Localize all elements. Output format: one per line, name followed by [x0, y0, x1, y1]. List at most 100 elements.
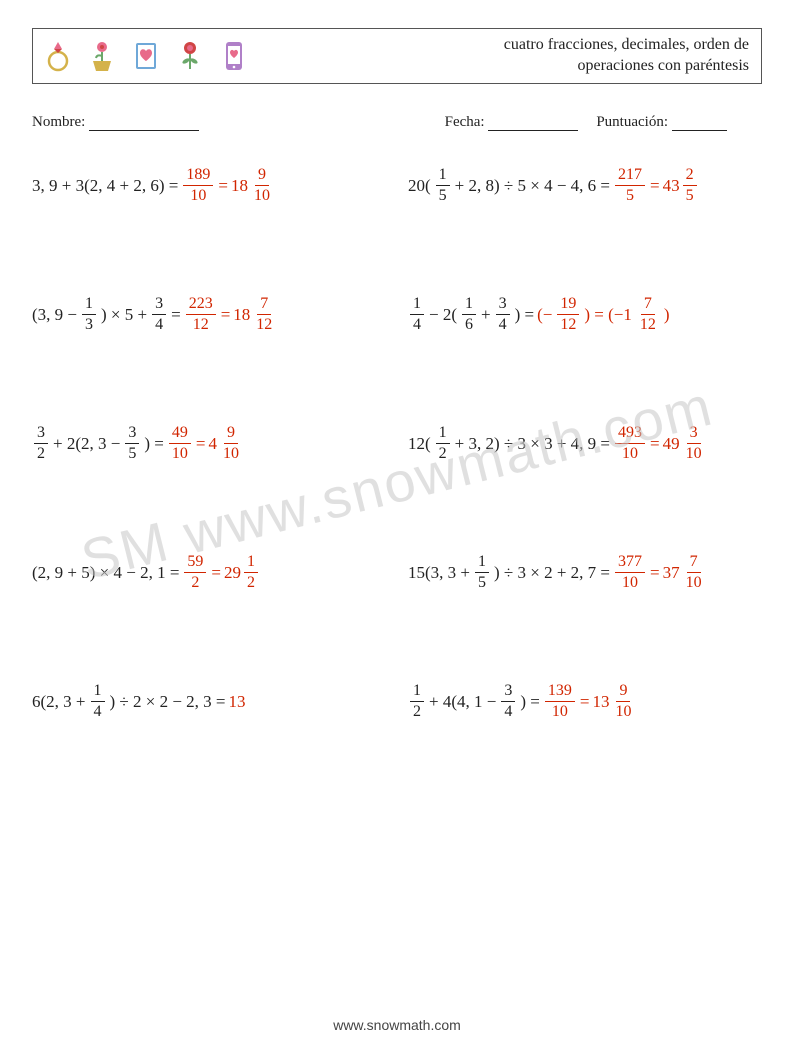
text-part: 13 [229, 693, 246, 710]
fraction: 13 [82, 296, 96, 333]
fraction: 4910 [169, 425, 191, 462]
text-part: + 2(2, 3 − [53, 435, 120, 452]
fraction: 1912 [557, 296, 579, 333]
text-part: 3, 9 + 3(2, 4 + 2, 6) = [32, 177, 178, 194]
fraction: 15 [436, 167, 450, 204]
ring-icon [41, 39, 75, 73]
mixed-number: 18712 [233, 296, 277, 333]
fraction: 14 [410, 296, 424, 333]
love-book-icon [129, 39, 163, 73]
fraction: 15 [475, 554, 489, 591]
meta-date: Fecha: [445, 114, 579, 131]
fraction: 712 [637, 296, 659, 333]
fraction: 710 [683, 554, 705, 591]
text-part: = [218, 177, 228, 194]
fraction: 910 [612, 683, 634, 720]
score-blank [672, 116, 727, 131]
title-line1: cuatro fracciones, decimales, orden de [251, 35, 749, 56]
text-part: 6(2, 3 + [32, 693, 86, 710]
text-part: = [650, 177, 660, 194]
text-part: ) ÷ 2 × 2 − 2, 3 = [110, 693, 226, 710]
icons-row [41, 39, 251, 73]
problem-1: 3, 9 + 3(2, 4 + 2, 6) = 18910 = 18910 [32, 167, 386, 204]
worksheet-page: cuatro fracciones, decimales, orden de o… [0, 0, 794, 1053]
text-part: = [580, 693, 590, 710]
fraction: 910 [220, 425, 242, 462]
meta-score: Puntuación: [596, 114, 726, 131]
text-part: (− [537, 306, 552, 323]
mixed-number: 4325 [663, 167, 699, 204]
fraction: 12 [436, 425, 450, 462]
fraction: 13910 [545, 683, 575, 720]
text-part: + 2, 8) ÷ 5 × 4 − 4, 6 = [455, 177, 610, 194]
text-part: (2, 9 + 5) × 4 − 2, 1 = [32, 564, 179, 581]
flower-pot-icon [85, 39, 119, 73]
fraction: 16 [462, 296, 476, 333]
problem-7: (2, 9 + 5) × 4 − 2, 1 = 592 = 2912 [32, 554, 386, 591]
text-part: = [196, 435, 206, 452]
text-part: = [171, 306, 181, 323]
text-part: ) = [144, 435, 164, 452]
fraction: 49310 [615, 425, 645, 462]
text-part: = [221, 306, 231, 323]
name-blank [89, 116, 199, 131]
problems-grid: 3, 9 + 3(2, 4 + 2, 6) = 18910 = 18910 20(… [32, 167, 762, 720]
fraction: 12 [410, 683, 424, 720]
problem-3: (3, 9 − 13 ) × 5 + 34 = 22312 = 18712 [32, 296, 386, 333]
fraction: 34 [152, 296, 166, 333]
mixed-number: 49310 [663, 425, 707, 462]
love-phone-icon [217, 39, 251, 73]
meta-row: Nombre: Fecha: Puntuación: [32, 114, 762, 131]
fraction: 2175 [615, 167, 645, 204]
fraction: 712 [253, 296, 275, 333]
problem-9: 6(2, 3 + 14 ) ÷ 2 × 2 − 2, 3 = 13 [32, 683, 386, 720]
header-title: cuatro fracciones, decimales, orden de o… [251, 35, 753, 77]
mixed-number: 13910 [592, 683, 636, 720]
fraction: 34 [501, 683, 515, 720]
problem-8: 15(3, 3 + 15 ) ÷ 3 × 2 + 2, 7 = 37710 = 3… [408, 554, 762, 591]
fraction: 25 [683, 167, 697, 204]
footer: www.snowmath.com [0, 1017, 794, 1033]
problem-5: 32 + 2(2, 3 − 35 ) = 4910 = 4910 [32, 425, 386, 462]
mixed-number: 37710 [663, 554, 707, 591]
text-part: ) = [520, 693, 540, 710]
fraction: 32 [34, 425, 48, 462]
text-part: ) = [515, 306, 535, 323]
mixed-number: 4910 [208, 425, 244, 462]
text-part: ) = (−1 [584, 306, 632, 323]
text-part: 20( [408, 177, 431, 194]
fraction: 35 [125, 425, 139, 462]
fraction: 592 [184, 554, 206, 591]
text-part: ) ÷ 3 × 2 + 2, 7 = [494, 564, 610, 581]
text-part: 12( [408, 435, 431, 452]
fraction: 34 [496, 296, 510, 333]
text-part: = [650, 435, 660, 452]
text-part: + 4(4, 1 − [429, 693, 496, 710]
text-part: 15(3, 3 + [408, 564, 470, 581]
text-part: = [650, 564, 660, 581]
mixed-number: 2912 [224, 554, 260, 591]
date-blank [488, 116, 578, 131]
fraction: 22312 [186, 296, 216, 333]
name-label: Nombre: [32, 114, 85, 130]
text-part: = [211, 564, 221, 581]
text-part: ) × 5 + [101, 306, 147, 323]
fraction: 310 [683, 425, 705, 462]
text-part: − 2( [429, 306, 457, 323]
fraction: 18910 [183, 167, 213, 204]
rose-icon [173, 39, 207, 73]
fraction: 37710 [615, 554, 645, 591]
problem-10: 12 + 4(4, 1 − 34 ) = 13910 = 13910 [408, 683, 762, 720]
text-part: ) [664, 306, 670, 323]
fraction: 910 [251, 167, 273, 204]
fraction: 12 [244, 554, 258, 591]
meta-name: Nombre: [32, 114, 445, 131]
title-line2: operaciones con paréntesis [251, 56, 749, 77]
header-bar: cuatro fracciones, decimales, orden de o… [32, 28, 762, 84]
text-part: (3, 9 − [32, 306, 77, 323]
fraction: 14 [91, 683, 105, 720]
text-part: + [481, 306, 491, 323]
problem-2: 20( 15 + 2, 8) ÷ 5 × 4 − 4, 6 = 2175 = 43… [408, 167, 762, 204]
text-part: + 3, 2) ÷ 3 × 3 + 4, 9 = [455, 435, 610, 452]
score-label: Puntuación: [596, 114, 668, 130]
